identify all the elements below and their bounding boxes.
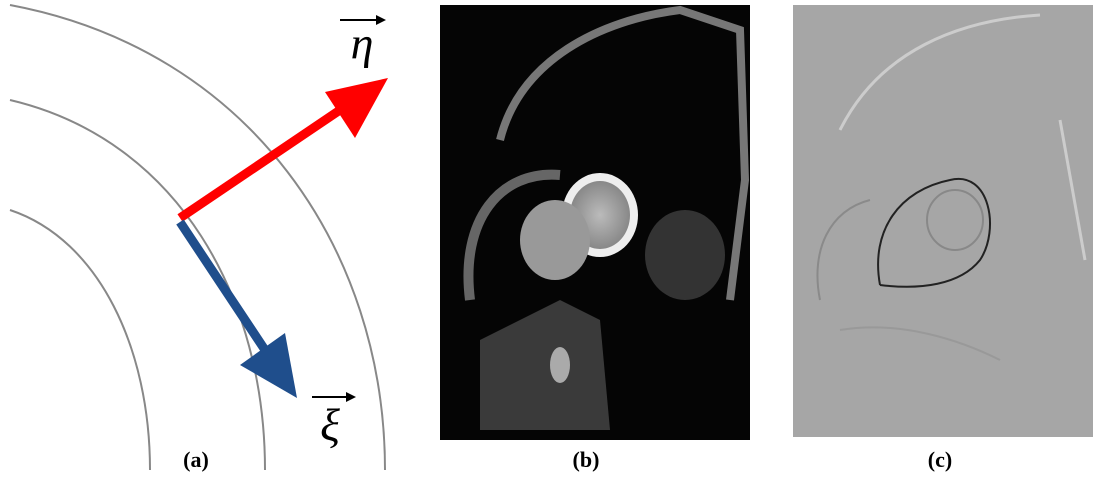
panel-label: (b) (573, 447, 600, 472)
level-curve (9, 99, 266, 471)
edge-image (793, 5, 1093, 437)
level-curve (9, 209, 151, 471)
vector-bar-head (376, 15, 386, 25)
xi-arrowhead (240, 333, 297, 398)
level-curve (9, 4, 386, 471)
vector-bar-head (346, 392, 356, 402)
panel-a (9, 4, 386, 471)
panel-label: (a) (183, 447, 209, 472)
eta-label: η (351, 18, 374, 69)
xi-arrow (176, 219, 269, 353)
mri-image (440, 5, 750, 440)
panel-label: (c) (928, 447, 952, 472)
eta-arrowhead (325, 78, 388, 138)
eta-arrow (177, 106, 343, 222)
xi-label: ξ (320, 400, 340, 451)
